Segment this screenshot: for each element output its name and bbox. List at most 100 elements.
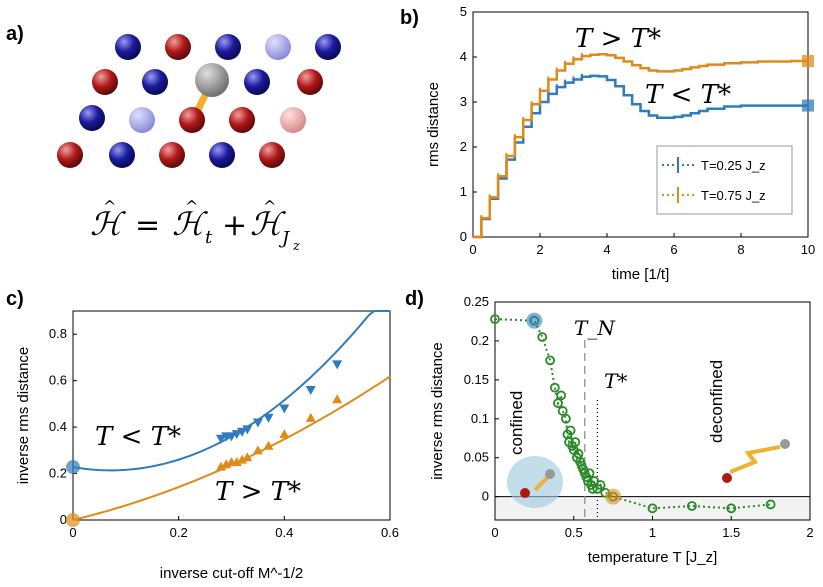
data-point — [490, 314, 500, 325]
y-tick-label: 0.05 — [464, 450, 489, 465]
spin-up-site — [57, 142, 83, 168]
data-point — [305, 385, 316, 395]
data-point — [231, 430, 242, 440]
spin-up-site — [179, 107, 205, 133]
spin-down-site — [109, 142, 135, 168]
data-point — [263, 413, 274, 423]
panel-label-c: c) — [6, 288, 24, 310]
highlight-point — [605, 488, 622, 505]
data-point — [549, 382, 560, 393]
spin-down-site — [79, 105, 105, 131]
annotation: T > T* — [575, 24, 661, 54]
hamiltonian: ℋ ^ = ℋ ^ t + ℋ ^ J z — [90, 197, 300, 254]
data-point — [332, 394, 343, 404]
confined-label: confined — [507, 391, 526, 455]
x-tick-label: 10 — [801, 242, 815, 257]
x-tick-label: 4 — [603, 242, 610, 257]
x-tick-label: 1 — [649, 525, 656, 540]
spin-down-site — [215, 34, 241, 60]
flipped-spin-site — [265, 34, 291, 60]
legend-box — [656, 145, 793, 215]
y-tick-label: 0.8 — [49, 326, 67, 341]
spin-down-site — [142, 69, 168, 95]
panel-d-chart: 0 0.5 1 1.5 2 0 0.05 0.1 0.15 0.2 0.25 temperature … — [429, 294, 814, 566]
data-point — [584, 468, 595, 479]
y-tick-label: 0.2 — [471, 333, 489, 348]
x-axis-label: temperature T [J_z] — [588, 549, 718, 566]
data-point — [595, 480, 606, 490]
svg-text:t: t — [205, 227, 213, 248]
y-tick-label: 4 — [460, 49, 467, 64]
y-tick-label: 0.25 — [464, 294, 489, 309]
data-point — [221, 459, 232, 469]
spin-up-site — [259, 142, 285, 168]
deconfined-spinon — [722, 473, 732, 483]
x-tick-label: 1.5 — [722, 525, 740, 540]
spin-down-site — [315, 34, 341, 60]
end-marker — [802, 55, 814, 68]
plot-frame — [72, 310, 391, 521]
data-point — [332, 360, 343, 370]
series-line — [494, 318, 771, 510]
data-point — [560, 413, 571, 424]
flipped-spin-site — [280, 107, 306, 133]
x-tick-label: 0.2 — [170, 525, 188, 540]
data-point — [231, 456, 242, 466]
deconfined-label: deconfined — [707, 360, 726, 443]
svg-text:^: ^ — [185, 197, 198, 216]
spin-up-site — [297, 69, 323, 95]
x-tick-label: 0.4 — [275, 525, 293, 540]
x-axis-label: time [1/t] — [612, 266, 670, 283]
y-axis-label: inverse rms distance — [15, 347, 32, 485]
panel-label-b: b) — [400, 7, 419, 29]
svg-text:ℋ: ℋ — [250, 205, 286, 243]
annotation: T > T* — [215, 477, 301, 507]
x-tick-label: 2 — [536, 242, 543, 257]
data-point — [565, 425, 576, 436]
data-point — [279, 429, 290, 439]
data-point — [537, 332, 548, 342]
Tstar-label: T* — [604, 369, 627, 393]
data-point — [279, 404, 290, 414]
annotation: T < T* — [95, 422, 181, 452]
series-line — [473, 53, 808, 239]
x-tick-label: 8 — [737, 242, 744, 257]
x-tick-label: 0.6 — [381, 525, 399, 540]
y-axis-label: rms distance — [425, 82, 442, 167]
data-point — [242, 452, 253, 462]
data-point — [556, 390, 567, 401]
spin-down-site — [244, 69, 270, 95]
y-tick-label: 0 — [460, 229, 467, 244]
x-tick-label: 2 — [806, 525, 813, 540]
TN-label: T_N — [574, 316, 616, 340]
data-point — [765, 499, 776, 510]
confined-bubble — [507, 456, 563, 508]
data-point — [237, 454, 248, 464]
data-point — [726, 503, 737, 514]
lattice-illustration — [57, 34, 341, 168]
y-tick-label: 0 — [482, 489, 489, 504]
spin-up-site — [159, 142, 185, 168]
data-point — [557, 406, 568, 416]
deconfined-hole — [780, 439, 790, 449]
data-point — [647, 503, 658, 514]
y-tick-label: 0 — [60, 512, 67, 527]
data-point — [553, 398, 563, 409]
data-point — [305, 412, 316, 422]
deconfined-string — [729, 445, 781, 474]
flipped-spin-site — [129, 107, 155, 133]
panel-label-d: d) — [405, 288, 424, 310]
below-zero-shade — [495, 496, 810, 520]
y-tick-label: 5 — [460, 4, 467, 19]
spin-down-site — [209, 142, 235, 168]
annotation: T < T* — [645, 80, 731, 110]
legend-label: T=0.25 J_z — [701, 158, 766, 173]
spin-up-site — [165, 34, 191, 60]
svg-text:J: J — [278, 228, 291, 249]
svg-text:ℋ: ℋ — [90, 205, 126, 243]
data-point — [215, 461, 226, 471]
panel-label-a: a) — [6, 23, 24, 45]
data-point — [237, 427, 248, 437]
legend-label: T=0.75 J_z — [701, 188, 766, 203]
